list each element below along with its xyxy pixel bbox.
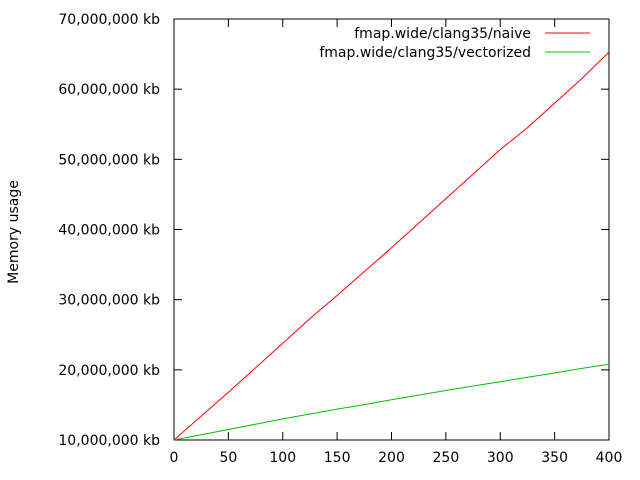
y-tick-label: 50,000,000 kb [58, 152, 160, 168]
x-tick-label: 400 [596, 450, 623, 466]
y-axis-label: Memory usage [6, 180, 22, 284]
y-tick-label: 40,000,000 kb [58, 223, 160, 239]
ticks-group [173, 18, 610, 441]
series-line-2 [173, 363, 610, 441]
x-tick-label: 100 [269, 450, 296, 466]
series-group [173, 51, 610, 441]
y-tick-label: 70,000,000 kb [58, 12, 160, 28]
y-tick-label: 20,000,000 kb [58, 363, 160, 379]
x-tick-label: 200 [378, 450, 405, 466]
x-tick-label: 150 [324, 450, 351, 466]
tick-labels-group: 0 50 100 150 200 250 300 350 400 10,000,000 kb 20,… [58, 12, 622, 466]
x-tick-label: 250 [433, 450, 460, 466]
x-tick-label: 300 [487, 450, 514, 466]
legend: fmap.wide/clang35/naive fmap.wide/clang35… [319, 26, 590, 61]
y-tick-label: 10,000,000 kb [58, 433, 160, 449]
x-tick-label: 50 [219, 450, 237, 466]
x-tick-label: 0 [170, 450, 179, 466]
x-tick-label: 350 [541, 450, 568, 466]
y-tick-label: 60,000,000 kb [58, 82, 160, 98]
series-line-1 [173, 51, 610, 441]
y-tick-label: 30,000,000 kb [58, 293, 160, 309]
plot-frame [173, 18, 610, 441]
legend-label-1: fmap.wide/clang35/naive [354, 26, 531, 42]
legend-label-2: fmap.wide/clang35/vectorized [319, 45, 531, 61]
